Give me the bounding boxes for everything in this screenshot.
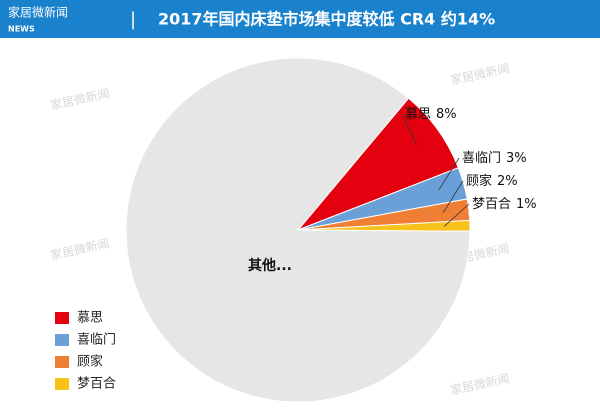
slice-label: 喜临门 3% [462, 151, 527, 166]
slice-label: 慕思 8% [405, 107, 457, 122]
slice-value: 1% [516, 197, 537, 212]
watermark: 家居微新闻 [49, 85, 111, 112]
legend-swatch [55, 356, 69, 368]
slice-label: 顾家 2% [466, 173, 518, 189]
slice-value: 8% [436, 107, 457, 122]
slice-name: 梦百合 [472, 197, 511, 212]
slice-label: 其他... [248, 257, 292, 274]
legend-label: 顾家 [77, 354, 103, 370]
legend-label: 喜临门 [77, 333, 116, 348]
legend-swatch [55, 312, 69, 324]
header-bar [0, 0, 600, 38]
logo-sub: NEWS [8, 25, 35, 34]
watermark: 家居微新闻 [449, 370, 511, 397]
leader-line [442, 180, 464, 213]
separator: | [130, 9, 136, 30]
slice-value: 2% [497, 174, 518, 189]
slice-label: 梦百合 1% [472, 197, 537, 212]
leader-line [401, 113, 418, 146]
leader-line [438, 157, 460, 191]
slice-name: 顾家 [466, 173, 492, 189]
leader-line [443, 203, 470, 227]
legend-label: 梦百合 [77, 377, 116, 392]
slice-value: 3% [506, 151, 527, 166]
slice-name: 慕思 [405, 107, 431, 122]
slice-name: 喜临门 [462, 151, 501, 166]
chart-title: 2017年国内床垫市场集中度较低 CR4 约14% [158, 10, 495, 29]
legend-swatch [55, 378, 69, 390]
pie-slice [125, 57, 471, 403]
legend-swatch [55, 334, 69, 346]
logo: 家居微新闻 [8, 5, 68, 20]
legend-label: 慕思 [77, 311, 103, 326]
watermark: 家居微新闻 [449, 60, 511, 87]
watermark: 家居微新闻 [49, 235, 111, 262]
